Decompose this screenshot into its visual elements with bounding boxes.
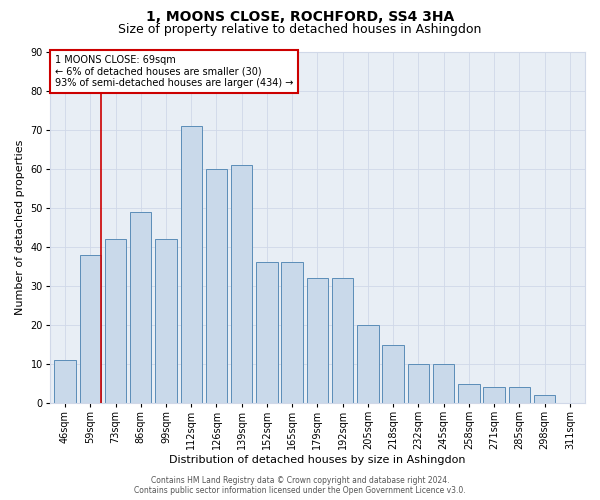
Bar [433,364,454,403]
Bar [484,388,505,403]
Bar [509,388,530,403]
Bar [281,262,303,403]
Text: Size of property relative to detached houses in Ashingdon: Size of property relative to detached ho… [118,22,482,36]
Bar [307,278,328,403]
Bar [181,126,202,403]
Bar [54,360,76,403]
Bar [130,212,151,403]
Bar [256,262,278,403]
Bar [332,278,353,403]
X-axis label: Distribution of detached houses by size in Ashingdon: Distribution of detached houses by size … [169,455,466,465]
Bar [80,254,101,403]
Bar [155,239,177,403]
Y-axis label: Number of detached properties: Number of detached properties [15,140,25,315]
Bar [105,239,126,403]
Text: Contains HM Land Registry data © Crown copyright and database right 2024.
Contai: Contains HM Land Registry data © Crown c… [134,476,466,495]
Bar [382,344,404,403]
Bar [458,384,479,403]
Bar [231,165,253,403]
Bar [357,325,379,403]
Bar [534,396,556,403]
Bar [407,364,429,403]
Bar [206,168,227,403]
Text: 1 MOONS CLOSE: 69sqm
← 6% of detached houses are smaller (30)
93% of semi-detach: 1 MOONS CLOSE: 69sqm ← 6% of detached ho… [55,55,293,88]
Text: 1, MOONS CLOSE, ROCHFORD, SS4 3HA: 1, MOONS CLOSE, ROCHFORD, SS4 3HA [146,10,454,24]
